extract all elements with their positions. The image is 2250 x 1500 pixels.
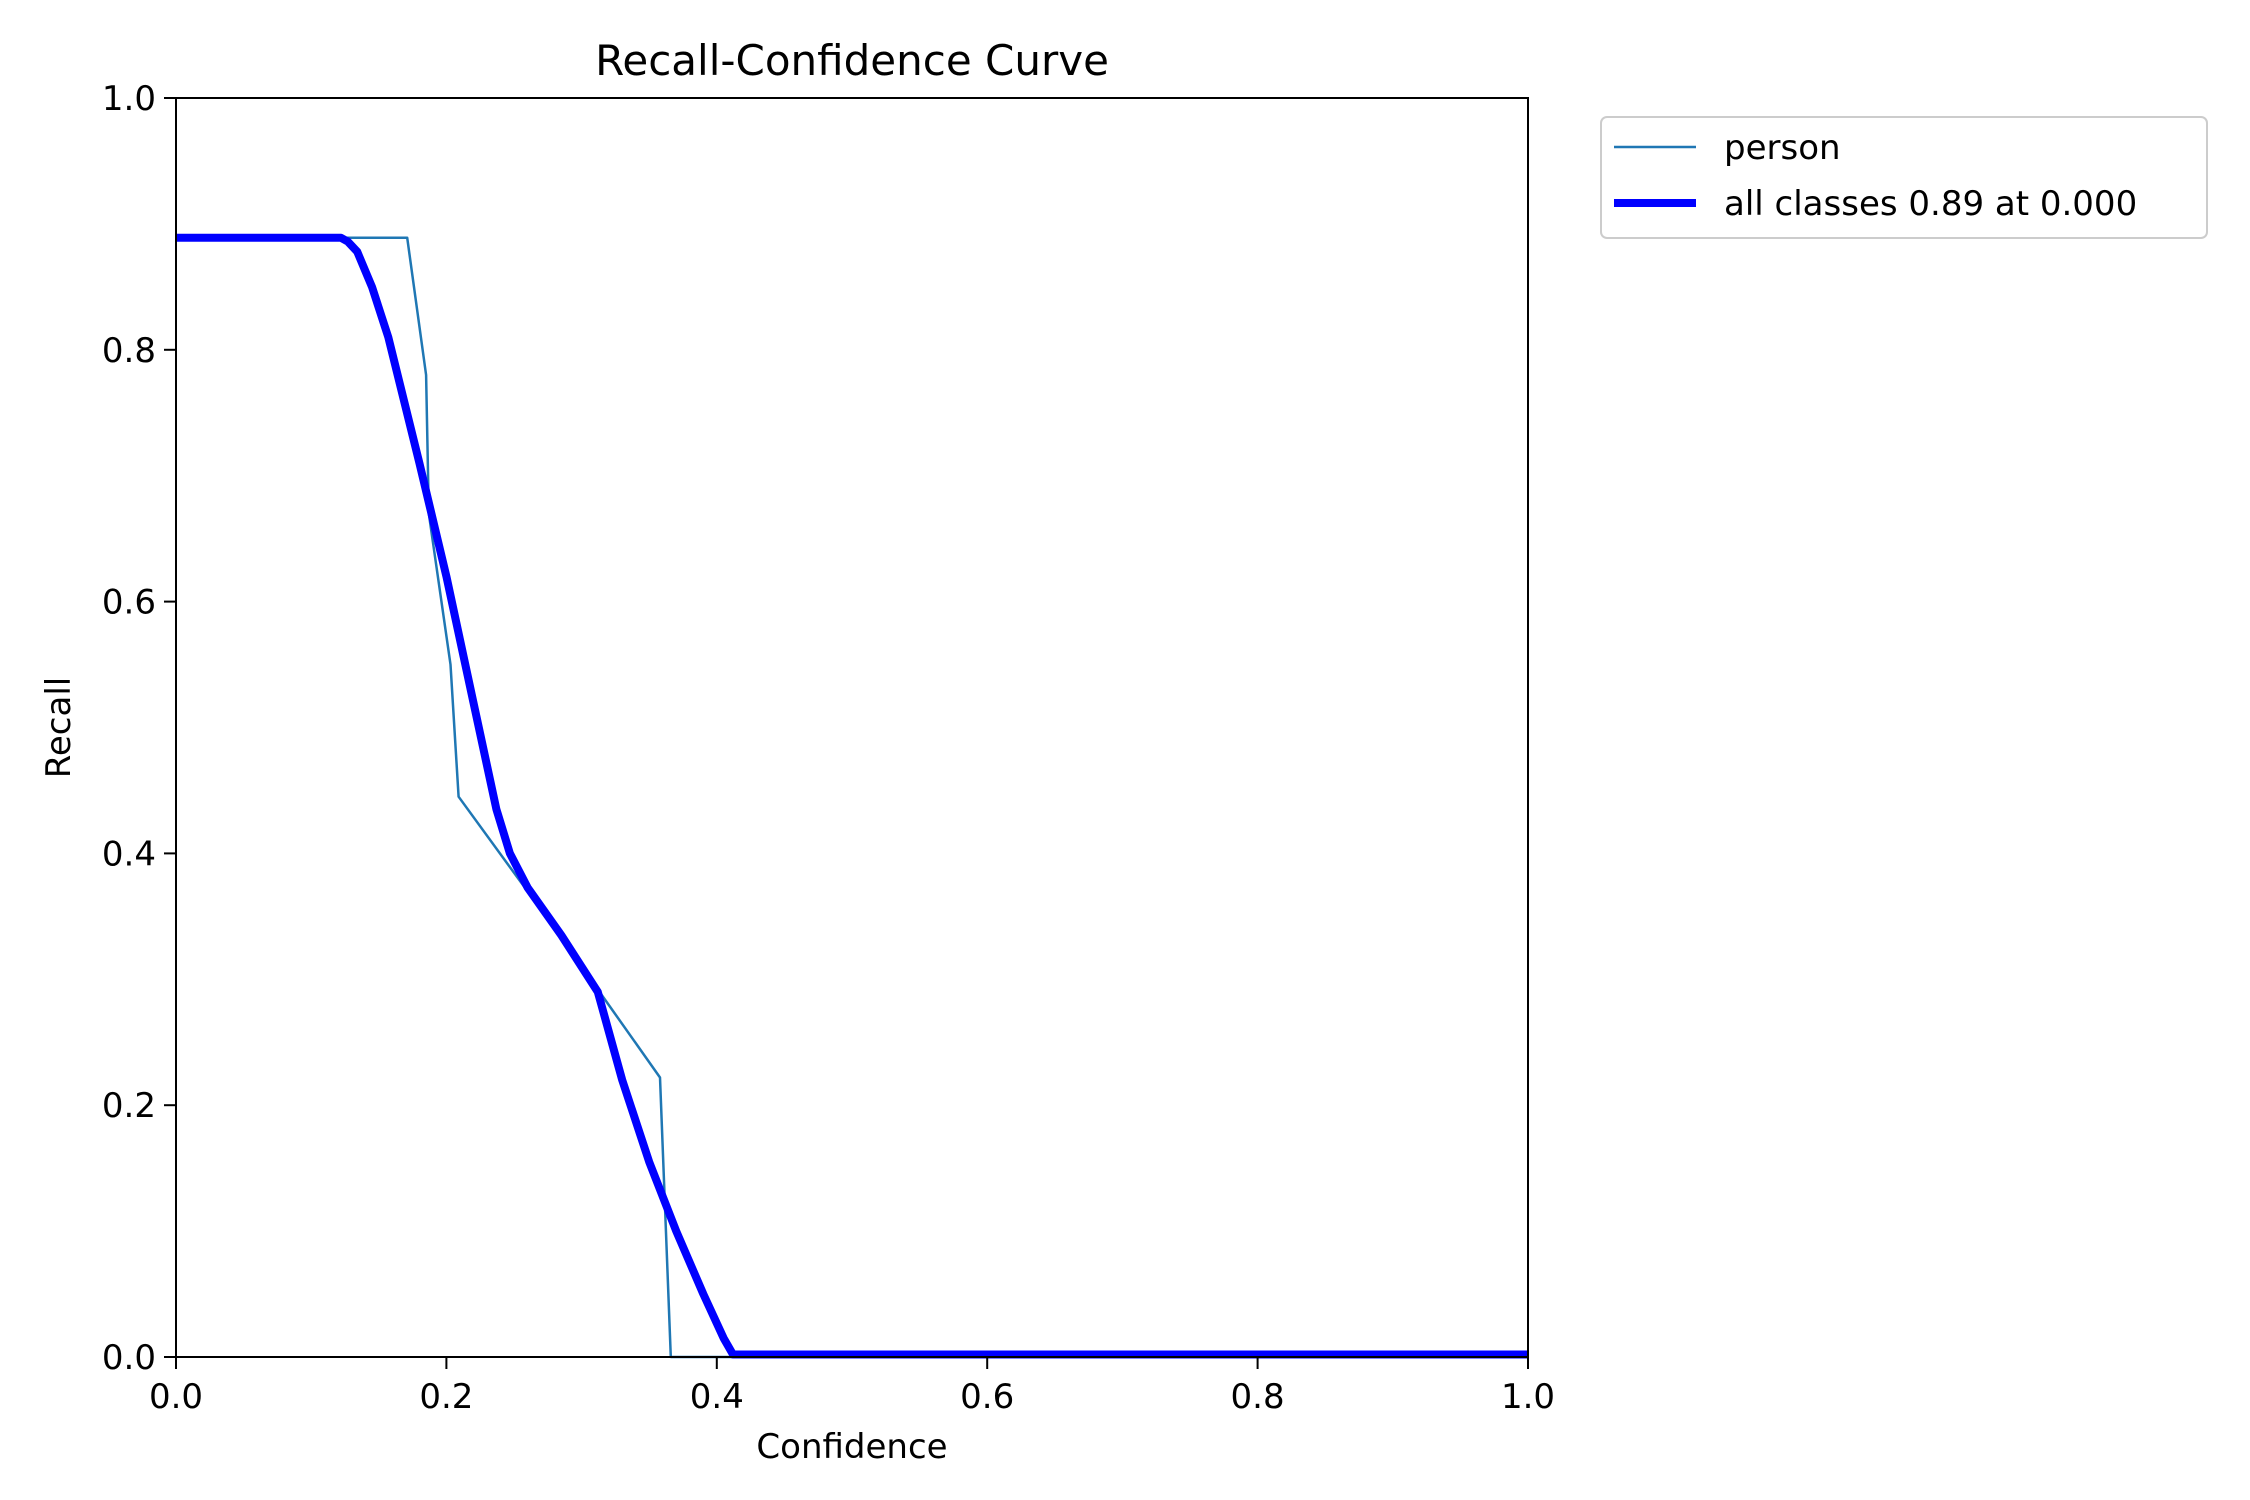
x-tick-label: 0.2	[419, 1377, 473, 1417]
series-line-person	[176, 236, 1528, 1359]
x-tick-label: 1.0	[1501, 1377, 1555, 1417]
axis-ticks: 0.0 0.2 0.4 0.6 0.8 1.0 0.0 0.2 0.4 0.6 0.8 1.0	[102, 79, 1555, 1417]
y-tick-label: 1.0	[102, 79, 156, 119]
legend-box	[1600, 116, 2208, 239]
chart-title: Recall-Confidence Curve	[595, 36, 1109, 85]
x-tick-label: 0.0	[149, 1377, 203, 1417]
legend-label-all-classes: all classes 0.89 at 0.000	[1724, 184, 2137, 224]
y-axis-label: Recall	[39, 677, 79, 778]
plot-area	[176, 233, 1528, 1359]
x-tick-label: 0.4	[690, 1377, 744, 1417]
x-tick-label: 0.6	[960, 1377, 1014, 1417]
series-line-all-classes	[176, 233, 1528, 1359]
legend: person all classes 0.89 at 0.000	[1600, 116, 2208, 239]
legend-label-person: person	[1724, 128, 1841, 168]
y-tick-label: 0.6	[102, 583, 156, 623]
x-axis-label: Confidence	[756, 1427, 947, 1467]
x-tick-label: 0.8	[1231, 1377, 1285, 1417]
y-tick-label: 0.4	[102, 834, 156, 874]
y-tick-label: 0.2	[102, 1086, 156, 1126]
plot-frame	[175, 97, 1529, 1358]
y-tick-label: 0.8	[102, 331, 156, 371]
y-tick-label: 0.0	[102, 1338, 156, 1378]
